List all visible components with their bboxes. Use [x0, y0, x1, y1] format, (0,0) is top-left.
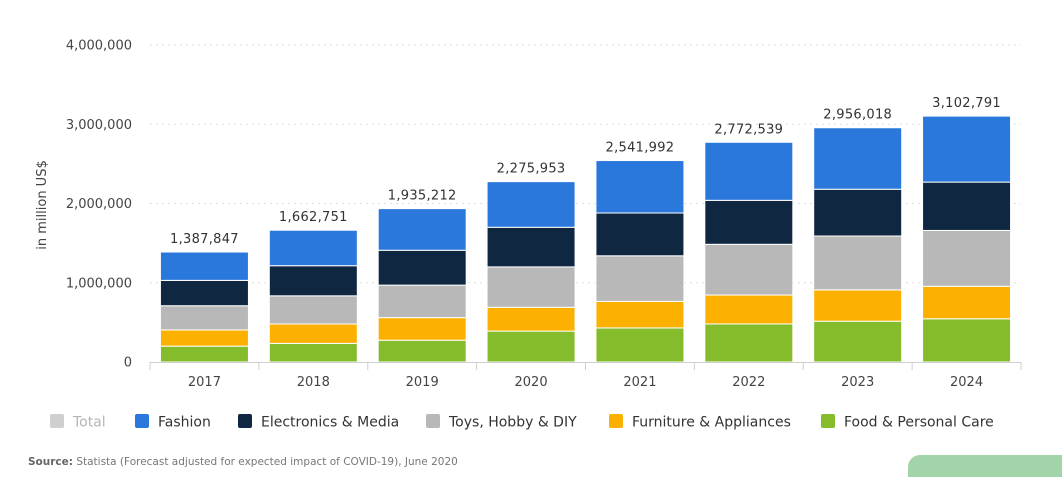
legend-label: Total [72, 415, 106, 431]
y-tick-label: 4,000,000 [66, 39, 132, 54]
legend-swatch [135, 414, 149, 428]
bar-segment[interactable] [268, 229, 358, 267]
bar-segment[interactable] [159, 279, 249, 307]
x-tick-label: 2018 [297, 375, 330, 390]
corner-badge[interactable] [908, 455, 1062, 477]
x-tick-label: 2023 [841, 375, 874, 390]
bar-stack-2022[interactable] [704, 141, 794, 363]
legend-item[interactable]: Furniture & Appliances [609, 414, 791, 431]
bar-segment[interactable] [704, 243, 794, 296]
bars [159, 115, 1012, 363]
legend-swatch [50, 414, 64, 428]
legend-label: Toys, Hobby & DIY [448, 415, 577, 431]
bar-segment[interactable] [595, 255, 685, 302]
bar-segment[interactable] [922, 318, 1012, 363]
bar-segment[interactable] [268, 295, 358, 325]
bar-segment[interactable] [704, 323, 794, 363]
bar-segment[interactable] [159, 345, 249, 363]
x-axis: 2017 2018 2019 2020 2021 2022 2023 2024 [149, 362, 1022, 390]
legend-swatch [609, 414, 623, 428]
bar-stack-2020[interactable] [486, 181, 576, 363]
source-note: Source: Statista (Forecast adjusted for … [28, 456, 458, 468]
bar-segment[interactable] [486, 181, 576, 228]
bar-segment[interactable] [595, 160, 685, 214]
bar-segment[interactable] [159, 305, 249, 331]
total-data-label: 2,772,539 [714, 122, 783, 137]
bar-stack-2021[interactable] [595, 160, 685, 363]
legend-label: Electronics & Media [261, 415, 399, 431]
legend-item[interactable]: Electronics & Media [238, 414, 399, 431]
legend-label: Furniture & Appliances [632, 415, 791, 431]
total-data-label: 1,662,751 [279, 210, 348, 225]
bar-segment[interactable] [159, 251, 249, 281]
bar-segment[interactable] [595, 212, 685, 257]
bar-segment[interactable] [268, 342, 358, 363]
y-axis: 0 1,000,000 2,000,000 3,000,000 4,000,000 [66, 39, 132, 371]
bar-segment[interactable] [486, 266, 576, 308]
x-tick-label: 2024 [950, 375, 983, 390]
legend-swatch [426, 414, 440, 428]
bar-segment[interactable] [813, 188, 903, 237]
x-tick-label: 2017 [188, 375, 221, 390]
y-axis-label: in million US$ [35, 160, 50, 249]
bar-segment[interactable] [486, 226, 576, 268]
source-label: Source: [28, 456, 73, 468]
y-tick-label: 0 [124, 356, 132, 371]
total-data-label: 2,541,992 [606, 141, 675, 156]
bar-segment[interactable] [813, 235, 903, 291]
total-data-label: 1,387,847 [170, 232, 239, 247]
bar-segment[interactable] [595, 300, 685, 329]
bar-stack-2019[interactable] [377, 208, 467, 363]
bar-segment[interactable] [377, 317, 467, 341]
legend-label: Food & Personal Care [844, 415, 994, 431]
x-tick-label: 2019 [406, 375, 439, 390]
bar-stack-2018[interactable] [268, 229, 358, 363]
bar-segment[interactable] [268, 265, 358, 297]
source-text: Statista (Forecast adjusted for expected… [72, 456, 458, 468]
legend-swatch [821, 414, 835, 428]
bar-segment[interactable] [595, 327, 685, 363]
legend-item[interactable]: Toys, Hobby & DIY [426, 414, 577, 431]
bar-segment[interactable] [813, 127, 903, 190]
bar-segment[interactable] [377, 339, 467, 363]
bar-segment[interactable] [813, 289, 903, 322]
bar-segment[interactable] [922, 115, 1012, 183]
bar-segment[interactable] [704, 294, 794, 325]
bar-stack-2023[interactable] [813, 127, 903, 363]
bar-segment[interactable] [486, 330, 576, 363]
legend-item[interactable]: Total [50, 414, 106, 431]
legend-item[interactable]: Food & Personal Care [821, 414, 994, 431]
legend-swatch [238, 414, 252, 428]
y-tick-label: 1,000,000 [66, 276, 132, 291]
total-data-label: 2,275,953 [497, 162, 566, 177]
legend: Total Fashion Electronics & Media Toys, Hob… [50, 414, 994, 431]
legend-item[interactable]: Fashion [135, 414, 211, 431]
bar-segment[interactable] [704, 141, 794, 201]
total-labels: 1,387,847 1,662,751 1,935,212 2,275,953 2,54… [170, 96, 1001, 247]
total-data-label: 2,956,018 [823, 108, 892, 123]
total-data-label: 3,102,791 [932, 96, 1001, 111]
bar-segment[interactable] [159, 329, 249, 347]
x-tick-label: 2022 [732, 375, 765, 390]
y-tick-label: 2,000,000 [66, 197, 132, 212]
bar-stack-2024[interactable] [922, 115, 1012, 363]
bar-stack-2017[interactable] [159, 251, 249, 363]
bar-segment[interactable] [377, 284, 467, 319]
legend-label: Fashion [158, 415, 211, 431]
bar-segment[interactable] [486, 306, 576, 332]
total-data-label: 1,935,212 [388, 189, 457, 204]
bar-segment[interactable] [268, 323, 358, 344]
x-tick-label: 2020 [515, 375, 548, 390]
bar-segment[interactable] [704, 199, 794, 245]
bar-segment[interactable] [922, 181, 1012, 231]
bar-segment[interactable] [922, 229, 1012, 287]
bar-segment[interactable] [922, 285, 1012, 320]
bar-segment[interactable] [813, 320, 903, 363]
bar-segment[interactable] [377, 249, 467, 286]
bar-segment[interactable] [377, 208, 467, 251]
x-tick-label: 2021 [623, 375, 656, 390]
y-tick-label: 3,000,000 [66, 118, 132, 133]
